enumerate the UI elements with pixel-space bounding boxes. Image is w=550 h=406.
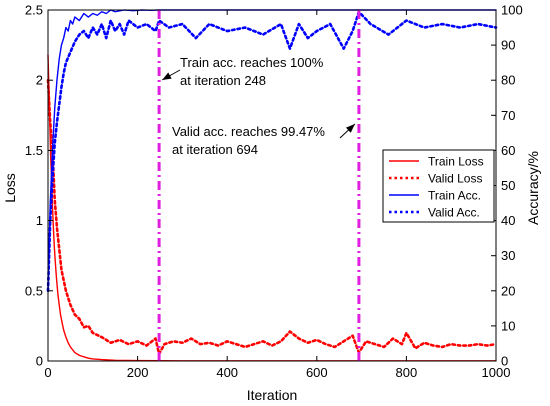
annotation-1-arrow-head — [162, 72, 172, 80]
tick-layer: 0 200 400 600 800 100000.511.522.501020304050… — [25, 3, 523, 381]
y-axis-left-label: Loss — [2, 173, 18, 203]
x-tick-label: 800 — [396, 365, 418, 380]
annotation-1-line1: Train acc. reaches 100% — [180, 55, 324, 70]
y-axis-right-label: Accuracy/% — [525, 151, 541, 225]
legend-label: Valid Loss — [428, 172, 482, 186]
y-right-tick-label: 20 — [501, 283, 515, 298]
y-right-tick-label: 50 — [501, 178, 515, 193]
y-right-tick-label: 30 — [501, 248, 515, 263]
x-axis-label: Iteration — [247, 387, 298, 403]
y-left-tick-label: 2 — [36, 73, 43, 88]
y-right-tick-label: 60 — [501, 143, 515, 158]
marker-layer — [157, 10, 361, 361]
y-left-tick-label: 1.5 — [25, 143, 43, 158]
annotation-1-line2: at iteration 248 — [180, 73, 266, 88]
series-line-valid-acc — [46, 10, 498, 293]
x-tick-label: 200 — [127, 365, 149, 380]
y-right-tick-label: 0 — [501, 354, 508, 369]
legend-label: Valid Acc. — [428, 206, 480, 220]
y-left-tick-label: 0.5 — [25, 283, 43, 298]
y-left-tick-label: 0 — [36, 354, 43, 369]
y-right-tick-label: 40 — [501, 213, 515, 228]
y-right-tick-label: 70 — [501, 108, 515, 123]
legend-label: Train Acc. — [428, 189, 481, 203]
y-right-tick-label: 100 — [501, 3, 523, 18]
series-line-valid-loss — [46, 78, 498, 356]
x-tick-label: 0 — [44, 365, 51, 380]
y-right-tick-label: 80 — [501, 73, 515, 88]
legend-box — [382, 149, 495, 223]
y-left-tick-label: 2.5 — [25, 3, 43, 18]
annotation-layer: Train acc. reaches 100% at iteration 248 V… — [161, 55, 356, 157]
x-tick-label: 1000 — [482, 365, 511, 380]
y-right-tick-label: 90 — [501, 38, 515, 53]
x-tick-label: 400 — [216, 365, 238, 380]
x-tick-label: 600 — [306, 365, 328, 380]
y-left-tick-label: 1 — [36, 213, 43, 228]
y-right-tick-label: 10 — [501, 318, 515, 333]
annotation-2-line1: Valid acc. reaches 99.47% — [172, 124, 325, 139]
annotation-2-line2: at iteration 694 — [172, 142, 258, 157]
legend-label: Train Loss — [428, 155, 484, 169]
legend: Train Loss Valid Loss Train Acc. Valid Acc. — [382, 149, 495, 223]
annotation-2-arrow-head — [345, 124, 355, 133]
